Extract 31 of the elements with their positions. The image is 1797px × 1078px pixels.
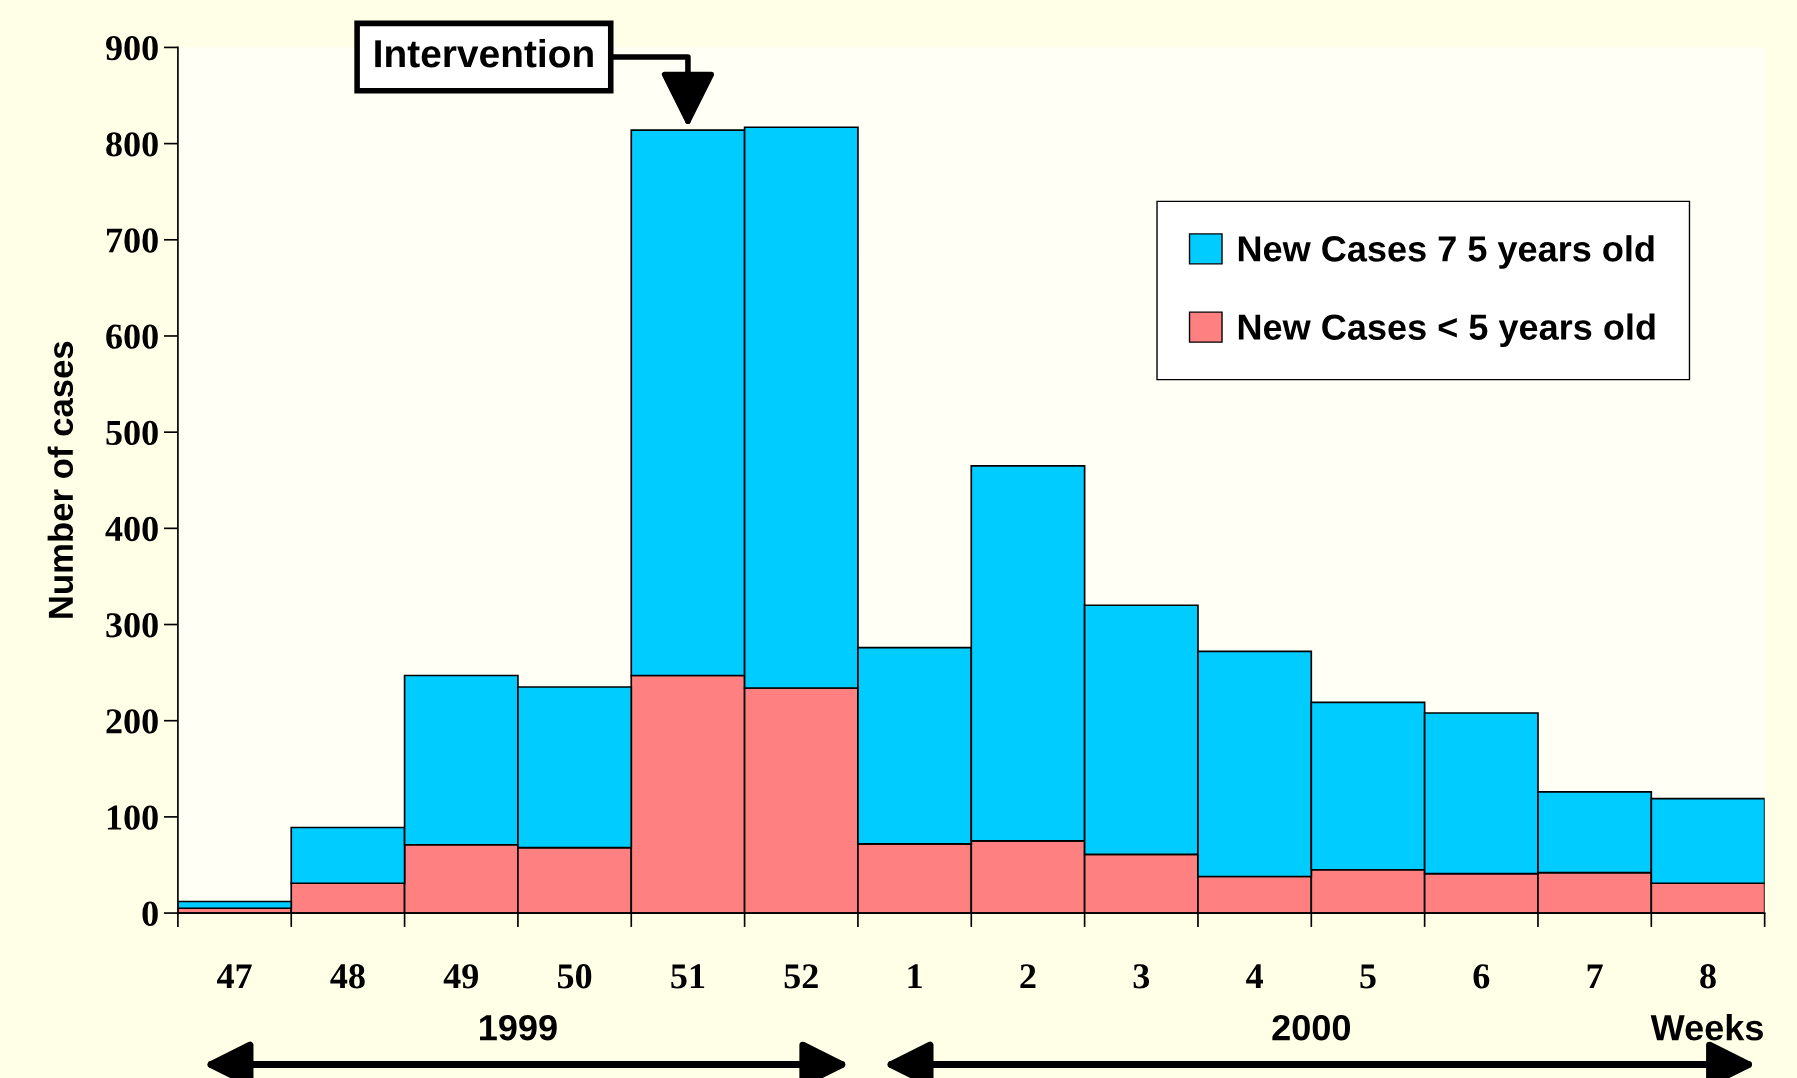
y-tick-label: 400: [105, 516, 158, 542]
x-tick-label: 4: [1246, 964, 1263, 989]
y-tick-label: 900: [105, 35, 158, 61]
y-tick-label: 200: [106, 709, 158, 734]
x-tick-label: 1: [908, 964, 922, 989]
x-tick-label: 52: [784, 964, 818, 989]
legend-label: New Cases < 5 years old: [1238, 313, 1655, 348]
x-tick-label: 5: [1360, 964, 1376, 989]
x-axis-title: Weeks: [1650, 1013, 1763, 1041]
y-tick-label: 0: [142, 901, 158, 926]
legend-label: New Cases 7 5 years old: [1238, 235, 1654, 269]
y-tick-label: 600: [106, 324, 158, 349]
x-tick-label: 7: [1587, 964, 1603, 989]
y-tick-label: 700: [107, 228, 158, 253]
y-tick-label: 300: [106, 613, 158, 638]
y-tick-label: 500: [106, 420, 158, 446]
x-tick-label: 2: [1020, 964, 1036, 989]
x-tick-label: 8: [1700, 964, 1716, 989]
text: 1999: [480, 1014, 557, 1041]
x-tick-label: 51: [671, 964, 705, 989]
annotation: Intervention: [375, 38, 593, 68]
y-tick-label: 100: [107, 805, 158, 830]
x-tick-label: 48: [330, 964, 365, 989]
x-tick-label: 49: [443, 964, 478, 989]
y-tick-label: 800: [106, 132, 158, 157]
x-tick-label: 47: [217, 964, 252, 989]
x-tick-label: 6: [1473, 964, 1490, 989]
x-tick-label: 3: [1133, 964, 1150, 989]
x-tick-label: 50: [557, 964, 592, 989]
text: 2000: [1272, 1014, 1350, 1041]
y-axis-title: Number of cases: [47, 341, 74, 618]
